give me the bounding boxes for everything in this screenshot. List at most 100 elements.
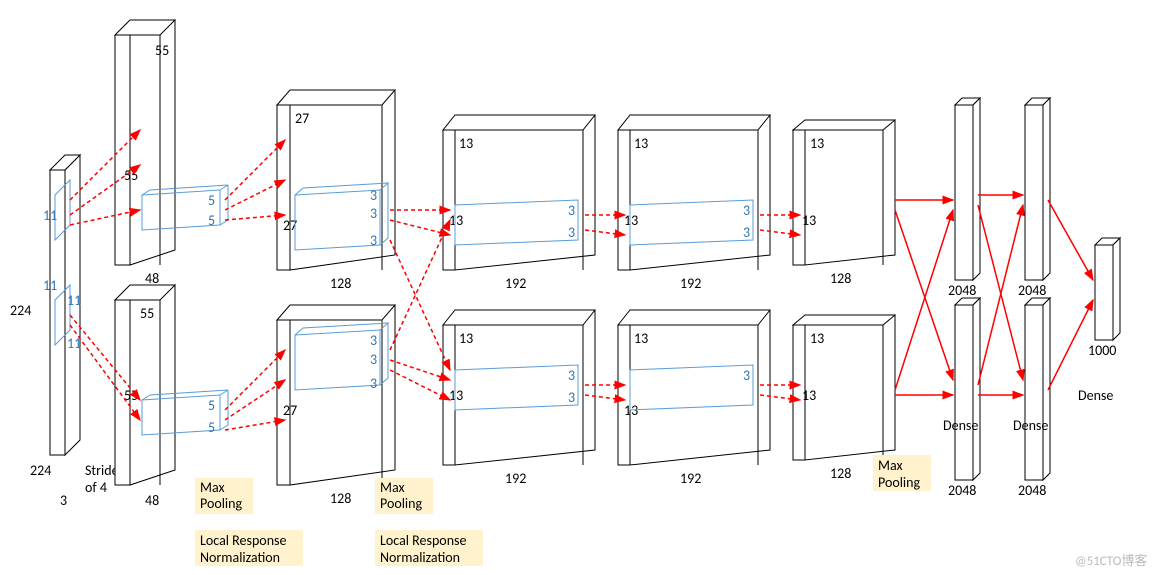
conv3-bot-spatial-s: 13	[449, 387, 463, 404]
conv1-bot-depth: 48	[145, 492, 159, 509]
input-w: 224	[30, 462, 51, 479]
conv1-top-kernel-2: 5	[208, 212, 215, 229]
conv3-top: 13 13 192 3 3	[443, 115, 595, 292]
conv2-top-kernel-3: 3	[370, 232, 377, 249]
conv2-top-spatial-t: 27	[295, 110, 309, 127]
conv5-top: 13 13 128	[793, 120, 895, 287]
arrow-c1-c2-3	[225, 215, 285, 220]
conv1-bot-spatial-t: 55	[140, 305, 154, 322]
annotation-maxpool-1: Max Pooling	[195, 478, 253, 514]
conv2-top-depth: 128	[330, 275, 351, 292]
conv1-bot-kernel-2: 5	[208, 419, 215, 436]
conv3-bot-depth: 192	[505, 470, 526, 487]
conv5-top-spatial-s: 13	[802, 212, 816, 229]
input-kernel-lbl-2: 11	[43, 277, 57, 294]
conv4-top-kernel-1: 3	[743, 202, 750, 219]
arrow-c2-c3-6	[390, 370, 450, 400]
fc7: 2048 2048 Dense	[1013, 98, 1050, 499]
conv4-bot-spatial-t: 13	[634, 330, 648, 347]
conv5-bot-spatial-s: 13	[802, 387, 816, 404]
svg-text:Local Response: Local Response	[200, 532, 287, 549]
conv3-bot-kernel-1: 3	[568, 367, 575, 384]
conv2-bot-kernel-3: 3	[370, 375, 377, 392]
conv3-top-kernel-1: 3	[568, 202, 575, 219]
arrow-c2-c3-2	[390, 220, 450, 235]
conv5-top-depth: 128	[830, 270, 851, 287]
input-h: 224	[10, 302, 31, 319]
conv4-top-kernel-2: 3	[743, 224, 750, 241]
annotation-maxpool-2: Max Pooling	[375, 478, 433, 514]
fc8: 1000 Dense	[1078, 238, 1120, 404]
conv2-bot: 27 128 3 3 3	[277, 305, 395, 507]
input-layer: 11 11 11 11 224 224 3 Stride of 4	[10, 155, 119, 509]
fc7-dense: Dense	[1013, 417, 1048, 434]
conv2-bot-spatial-s: 27	[283, 402, 297, 419]
conv3-bot-kernel-2: 3	[568, 389, 575, 406]
arrow-fc7-fc8-2	[1048, 300, 1093, 390]
arrow-c1-c2-6	[225, 420, 285, 430]
conv1-top-spatial-t: 55	[155, 42, 169, 59]
conv3-top-kernel-2: 3	[568, 224, 575, 241]
conv1-bot: 55 55 48 5 5	[115, 285, 228, 509]
svg-text:Pooling: Pooling	[200, 495, 242, 512]
fc7-top-size: 2048	[1018, 282, 1046, 299]
svg-text:Local Response: Local Response	[380, 532, 467, 549]
conv3-top-spatial-t: 13	[459, 135, 473, 152]
conv1-top-spatial-s: 55	[124, 167, 138, 184]
fc7-bot-size: 2048	[1018, 482, 1046, 499]
input-d: 3	[60, 492, 67, 509]
arrow-c1-c2-1	[225, 140, 285, 200]
annotation-lrn-1: Local Response Normalization	[195, 530, 303, 566]
conv4-top-spatial-t: 13	[634, 135, 648, 152]
input-stride-2: of 4	[85, 479, 107, 496]
conv2-bot-kernel-1: 3	[370, 332, 377, 349]
annotation-maxpool-3: Max Pooling	[873, 455, 931, 491]
arrow-c1-c2-2	[225, 180, 285, 210]
input-kernel-lbl-3: 11	[67, 292, 81, 309]
svg-text:Pooling: Pooling	[878, 474, 920, 491]
arrow-c2-c3-3	[390, 240, 450, 370]
conv3-top-depth: 192	[505, 275, 526, 292]
fc8-dense: Dense	[1078, 387, 1113, 404]
conv3-bot-spatial-t: 13	[459, 330, 473, 347]
conv4-bot-spatial-s: 13	[624, 402, 638, 419]
input-stride-1: Stride	[85, 462, 119, 479]
watermark: @51CTO博客	[1075, 553, 1147, 569]
fc6-dense: Dense	[943, 417, 978, 434]
conv5-bot-spatial-t: 13	[810, 330, 824, 347]
arrow-c1-c2-4	[225, 350, 285, 410]
arrow-c1-c2-5	[225, 380, 285, 420]
fc6-bot-size: 2048	[948, 482, 976, 499]
svg-text:Normalization: Normalization	[200, 549, 280, 566]
fc6: 2048 2048 Dense	[943, 98, 980, 499]
conv2-top-kernel-2: 3	[370, 205, 377, 222]
conv4-top: 13 13 192 3 3	[618, 115, 770, 292]
conv2-bot-depth: 128	[330, 490, 351, 507]
conv1-bot-kernel-1: 5	[208, 397, 215, 414]
conv1-top-kernel-1: 5	[208, 192, 215, 209]
conv1-top-depth: 48	[145, 270, 159, 287]
conv4-bot-kernel-1: 3	[743, 367, 750, 384]
conv4-top-depth: 192	[680, 275, 701, 292]
conv4-top-spatial-s: 13	[624, 212, 638, 229]
fc6-top-size: 2048	[948, 282, 976, 299]
arrow-c2-c3-4	[390, 220, 450, 350]
conv1-top: 55 55 48 5 5	[115, 20, 228, 287]
conv3-top-spatial-s: 13	[449, 212, 463, 229]
conv5-top-spatial-t: 13	[810, 135, 824, 152]
svg-text:Max: Max	[380, 479, 405, 496]
fc8-size: 1000	[1088, 342, 1116, 359]
annotation-lrn-2: Local Response Normalization	[375, 530, 483, 566]
conv5-bot-depth: 128	[830, 465, 851, 482]
conv2-bot-kernel-2: 3	[370, 351, 377, 368]
conv2-top: 27 27 128 3 3 3	[277, 90, 395, 292]
arrow-fc7-fc8-1	[1048, 200, 1093, 280]
conv2-top-kernel-1: 3	[370, 187, 377, 204]
arrow-c2-c3-5	[390, 360, 450, 380]
svg-text:Max: Max	[878, 457, 903, 474]
svg-text:Max: Max	[200, 479, 225, 496]
conv4-bot: 13 13 192 3	[618, 310, 770, 487]
svg-text:Normalization: Normalization	[380, 549, 460, 566]
conv4-bot-depth: 192	[680, 470, 701, 487]
input-kernel-lbl-1: 11	[43, 207, 57, 224]
